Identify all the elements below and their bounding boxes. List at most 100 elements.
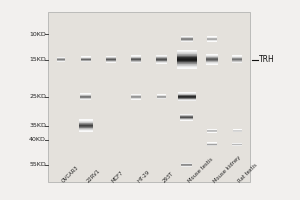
Bar	[180, 116, 194, 117]
Text: 25KD: 25KD	[29, 95, 46, 99]
Bar	[207, 39, 217, 40]
Bar	[232, 58, 242, 59]
Bar	[131, 62, 141, 63]
Bar	[131, 57, 141, 58]
Bar	[157, 95, 166, 96]
Bar	[81, 61, 91, 62]
Bar	[106, 62, 116, 63]
Bar	[81, 56, 91, 57]
Bar	[177, 67, 197, 68]
Bar	[232, 131, 242, 132]
Bar	[131, 62, 141, 63]
Bar	[79, 123, 93, 124]
Bar	[181, 38, 193, 39]
Bar	[177, 66, 197, 67]
Bar	[206, 57, 218, 58]
Bar	[177, 55, 197, 56]
Bar	[232, 57, 242, 58]
Bar	[207, 36, 217, 37]
Bar	[79, 125, 93, 126]
Bar	[178, 93, 196, 94]
Bar	[180, 117, 194, 118]
Bar	[156, 59, 167, 60]
Bar	[207, 37, 217, 38]
Bar	[80, 95, 92, 96]
Bar	[157, 96, 166, 97]
Bar	[177, 60, 197, 61]
Text: Mouse testis: Mouse testis	[187, 157, 214, 184]
Bar	[80, 96, 92, 97]
Bar	[207, 144, 217, 145]
Bar	[206, 63, 218, 64]
Bar	[81, 59, 91, 60]
Bar	[232, 59, 242, 60]
Bar	[207, 129, 217, 130]
Bar	[131, 99, 141, 100]
Bar	[131, 58, 141, 59]
Bar	[106, 58, 116, 59]
Bar	[57, 61, 65, 62]
Bar	[206, 56, 218, 57]
Bar	[207, 145, 217, 146]
Bar	[180, 120, 194, 121]
Bar	[207, 40, 217, 41]
Bar	[106, 56, 116, 57]
Bar	[79, 128, 93, 129]
Bar	[106, 61, 116, 62]
Bar	[156, 63, 167, 64]
Bar	[207, 39, 217, 40]
Bar	[79, 126, 93, 127]
Bar	[106, 56, 116, 57]
Bar	[79, 120, 93, 121]
Bar	[131, 60, 141, 61]
Bar	[48, 12, 250, 182]
Bar	[79, 130, 93, 131]
Bar	[131, 56, 141, 57]
Bar	[177, 62, 197, 63]
Bar	[207, 38, 217, 39]
Bar	[178, 98, 196, 99]
Bar	[57, 61, 65, 62]
Bar	[80, 97, 92, 98]
Text: Rat testis: Rat testis	[237, 163, 259, 184]
Bar	[180, 119, 194, 120]
Bar	[80, 94, 92, 95]
Bar	[180, 116, 194, 117]
Text: 40KD: 40KD	[29, 137, 46, 142]
Text: 15KD: 15KD	[29, 57, 46, 62]
Bar	[57, 58, 65, 59]
Bar	[57, 58, 65, 59]
Text: 55KD: 55KD	[29, 162, 46, 168]
Bar	[80, 94, 92, 95]
Bar	[131, 95, 141, 96]
Bar	[106, 59, 116, 60]
Bar	[177, 61, 197, 62]
Bar	[81, 58, 91, 59]
Bar	[106, 61, 116, 62]
Bar	[177, 54, 197, 55]
Bar	[232, 129, 242, 130]
Bar	[206, 59, 218, 60]
Bar	[232, 144, 242, 145]
Bar	[207, 132, 217, 133]
Bar	[207, 143, 217, 144]
Bar	[181, 41, 193, 42]
Bar	[232, 130, 242, 131]
Bar	[178, 95, 196, 96]
Bar	[79, 124, 93, 125]
Bar	[131, 97, 141, 98]
Bar	[131, 60, 141, 61]
Bar	[79, 127, 93, 128]
Bar	[207, 131, 217, 132]
Bar	[177, 56, 197, 57]
Bar	[131, 98, 141, 99]
Bar	[106, 61, 116, 62]
Bar	[181, 37, 193, 38]
Bar	[131, 59, 141, 60]
Bar	[181, 163, 192, 164]
Bar	[206, 58, 218, 59]
Bar	[207, 130, 217, 131]
Bar	[206, 54, 218, 55]
Bar	[157, 97, 166, 98]
Bar	[181, 39, 193, 40]
